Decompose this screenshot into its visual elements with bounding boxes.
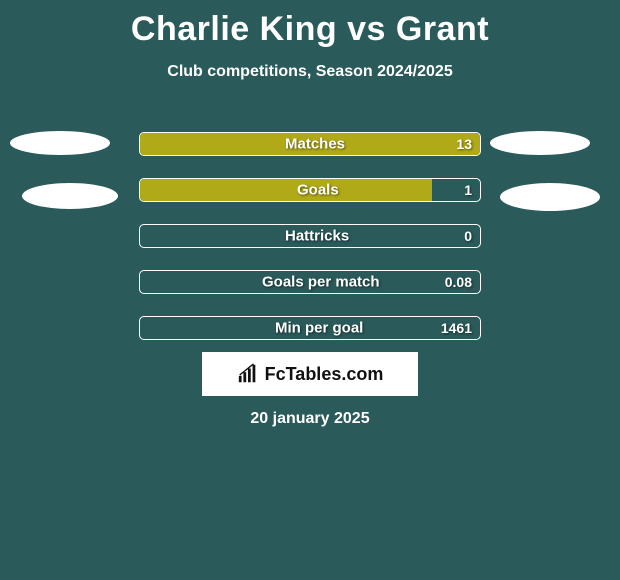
- stat-value: 1461: [441, 320, 472, 336]
- site-badge[interactable]: FcTables.com: [202, 352, 418, 396]
- comparison-chart: 13 Matches 1 Goals 0 Hattricks 0.08 Goals per m…: [0, 113, 620, 373]
- date-line: 20 january 2025: [0, 410, 620, 428]
- stat-label: Goals: [297, 182, 339, 199]
- decor-ellipse: [22, 183, 118, 209]
- stat-value: 0.08: [445, 274, 472, 290]
- decor-ellipse: [490, 131, 590, 155]
- stat-label: Min per goal: [275, 320, 363, 337]
- page-title: Charlie King vs Grant: [0, 0, 620, 49]
- stat-value: 1: [464, 182, 472, 198]
- stat-label: Matches: [285, 136, 345, 153]
- decor-ellipse: [500, 183, 600, 211]
- site-badge-text: FcTables.com: [265, 364, 384, 385]
- stat-label: Hattricks: [285, 228, 349, 245]
- subtitle: Club competitions, Season 2024/2025: [0, 63, 620, 81]
- stat-value: 0: [464, 228, 472, 244]
- stat-value: 13: [456, 136, 472, 152]
- stat-label: Goals per match: [262, 274, 380, 291]
- stat-bar-fill: [140, 179, 432, 201]
- bar-chart-icon: [237, 363, 259, 385]
- decor-ellipse: [10, 131, 110, 155]
